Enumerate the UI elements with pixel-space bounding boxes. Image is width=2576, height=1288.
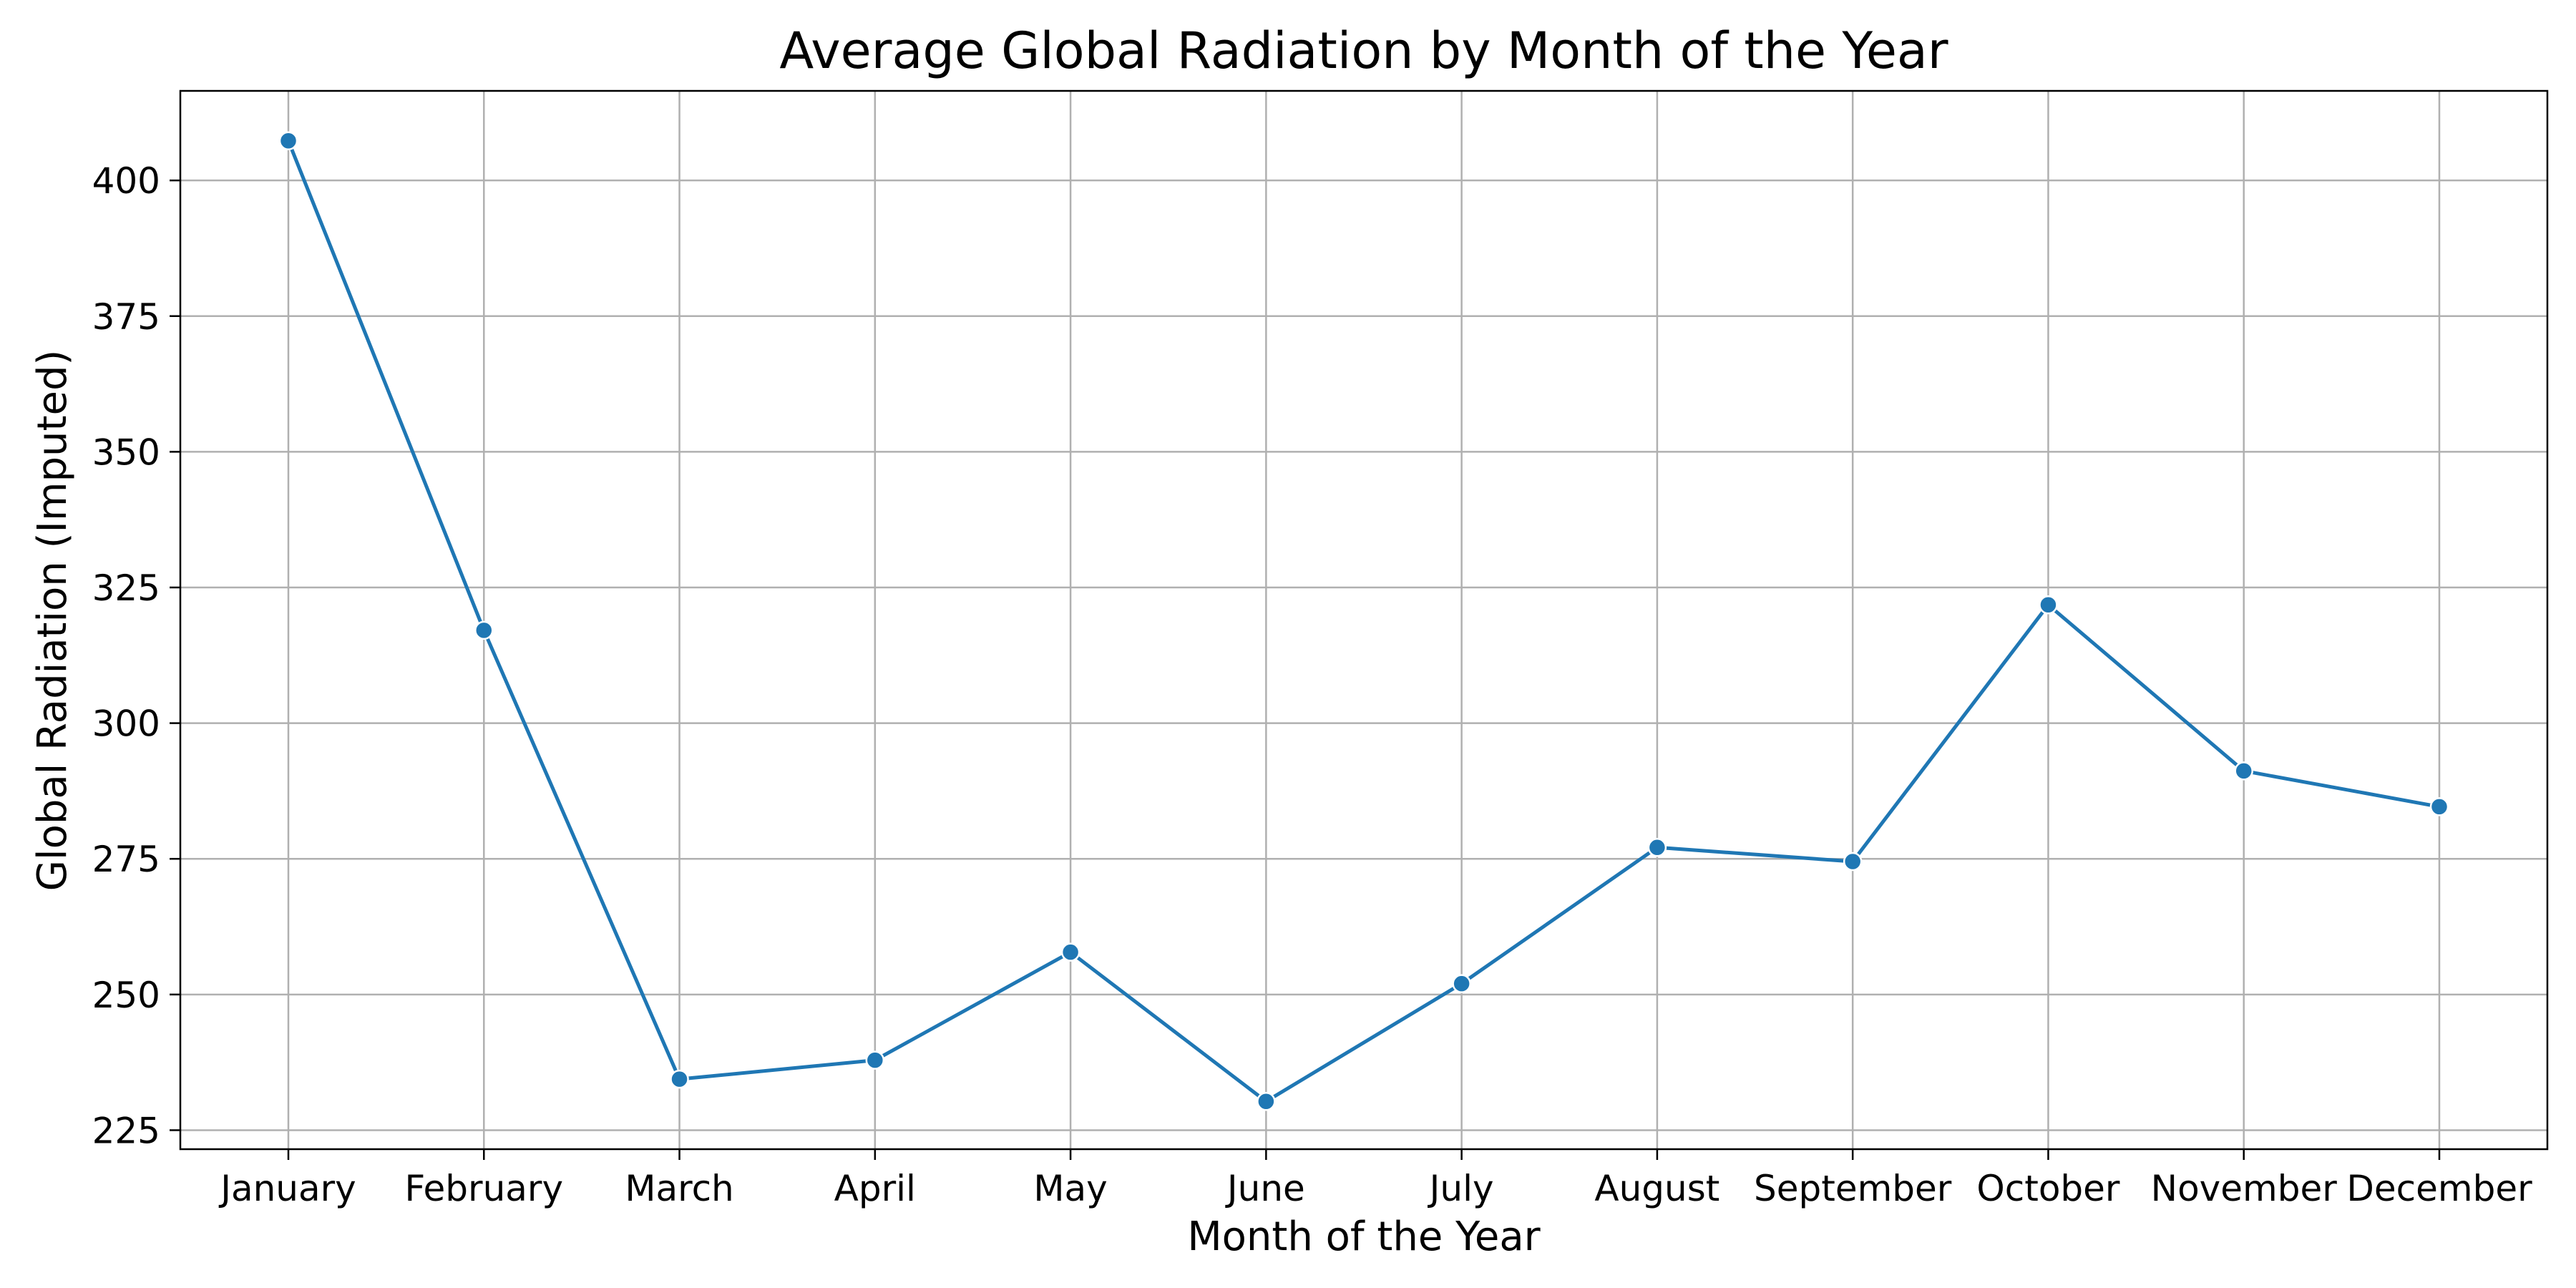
data-point bbox=[670, 1069, 689, 1089]
x-tick-label: July bbox=[1428, 1168, 1494, 1209]
y-tick-label: 325 bbox=[92, 567, 160, 609]
x-tick-label: April bbox=[834, 1168, 916, 1209]
y-tick-label: 375 bbox=[92, 296, 160, 338]
x-tick-label: August bbox=[1594, 1168, 1719, 1209]
x-tick-label: January bbox=[218, 1168, 356, 1209]
x-tick-label: October bbox=[1976, 1168, 2120, 1209]
x-axis-label: Month of the Year bbox=[1187, 1214, 1541, 1260]
y-tick-label: 400 bbox=[92, 160, 160, 202]
y-tick-label: 350 bbox=[92, 431, 160, 473]
series-line bbox=[286, 139, 2441, 1103]
y-tick-label: 275 bbox=[92, 839, 160, 880]
axis-ticks: January February March April May June July Augu… bbox=[92, 160, 2533, 1209]
x-tick-label: September bbox=[1754, 1168, 1952, 1209]
x-tick-label: June bbox=[1225, 1168, 1305, 1209]
plot-area-frame bbox=[179, 89, 2549, 1151]
data-point bbox=[1257, 1092, 1276, 1111]
data-point bbox=[2039, 595, 2058, 615]
data-series bbox=[278, 131, 2449, 1111]
data-point bbox=[1843, 852, 1863, 872]
x-tick-label: February bbox=[404, 1168, 563, 1209]
y-axis-label: Global Radiation (Imputed) bbox=[29, 350, 76, 892]
data-point bbox=[2234, 761, 2253, 781]
data-point bbox=[1647, 838, 1667, 857]
chart-title: Average Global Radiation by Month of the… bbox=[779, 21, 1948, 80]
data-point bbox=[1452, 974, 1471, 993]
data-point bbox=[2429, 797, 2449, 816]
data-point bbox=[1060, 942, 1080, 962]
data-point bbox=[278, 131, 298, 151]
x-tick-label: May bbox=[1033, 1168, 1107, 1209]
data-point bbox=[865, 1050, 885, 1070]
x-tick-label: March bbox=[625, 1168, 733, 1209]
grid-lines bbox=[180, 91, 2547, 1149]
y-tick-label: 225 bbox=[92, 1110, 160, 1151]
y-tick-label: 300 bbox=[92, 703, 160, 745]
data-point bbox=[474, 620, 494, 640]
x-tick-label: December bbox=[2346, 1168, 2532, 1209]
x-tick-label: November bbox=[2151, 1168, 2338, 1209]
y-tick-label: 250 bbox=[92, 975, 160, 1016]
